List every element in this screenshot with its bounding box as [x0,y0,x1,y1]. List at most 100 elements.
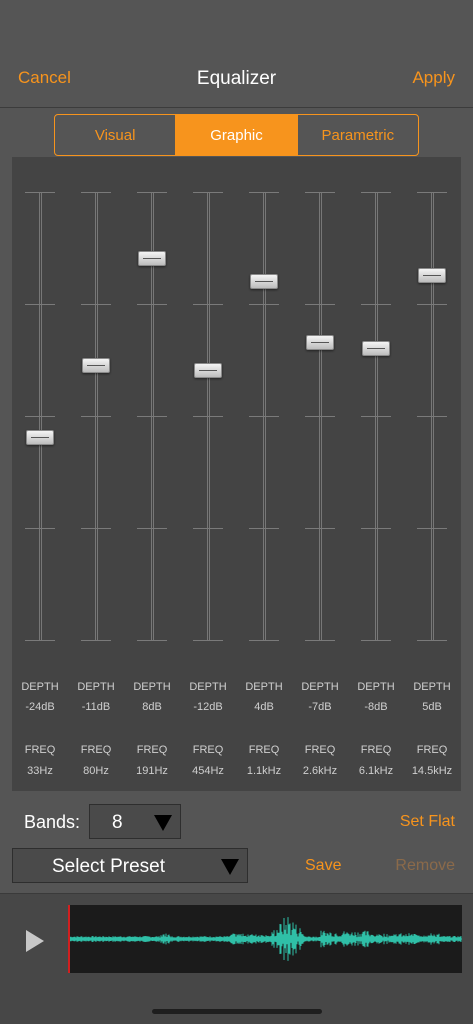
apply-button[interactable]: Apply [412,68,455,87]
slider-tick [417,640,447,641]
slider-knob[interactable] [418,268,446,283]
play-icon[interactable] [26,930,44,952]
slider-tick [193,528,223,529]
slider-tick [361,640,391,641]
slider-tick [417,192,447,193]
depth-heading: DEPTH [357,681,395,693]
slider-tick [137,528,167,529]
slider-tick [25,528,55,529]
slider-tick [137,416,167,417]
save-button[interactable]: Save [305,857,342,874]
depth-value: 8dB [142,701,162,713]
tab-parametric[interactable]: Parametric [321,126,395,144]
nav-header: Cancel Equalizer Apply [0,0,473,108]
slider-tick [25,640,55,641]
freq-heading: FREQ [80,744,112,756]
slider-tick [25,304,55,305]
remove-button[interactable]: Remove [395,857,455,874]
depth-value: 5dB [422,701,442,713]
slider-tick [361,304,391,305]
eq-band: DEPTH -12dB FREQ 454Hz [180,157,236,791]
slider-tick [361,416,391,417]
freq-value: 454Hz [192,765,224,777]
tab-visual[interactable]: Visual [55,115,177,155]
freq-value: 80Hz [83,765,109,777]
freq-heading: FREQ [304,744,336,756]
slider-tick [305,640,335,641]
slider-tick [249,304,279,305]
freq-value: 1.1kHz [246,765,282,777]
depth-value: 4dB [254,701,274,713]
slider-tick [305,528,335,529]
depth-value: -8dB [364,701,388,713]
waveform[interactable] [68,905,462,973]
freq-value: 14.5kHz [411,765,453,777]
slider-knob[interactable] [82,357,110,373]
freq-value: 33Hz [27,765,53,777]
preset-label: Select Preset [52,856,165,877]
slider-tick [81,640,111,641]
slider-knob[interactable] [26,430,54,446]
slider-tick [193,640,223,641]
depth-value: -24dB [25,701,55,713]
freq-heading: FREQ [360,744,392,756]
slider-tick [249,192,279,193]
set-flat-button[interactable]: Set Flat [399,813,455,830]
freq-value: 191Hz [136,765,168,777]
slider-tick [249,416,279,417]
tab-graphic[interactable]: Graphic [176,115,298,155]
page-title: Equalizer [196,68,277,89]
dropdown-arrow-icon [154,815,172,831]
slider-tick [81,416,111,417]
slider-tick [361,528,391,529]
depth-heading: DEPTH [301,681,339,693]
eq-band: DEPTH -8dB FREQ 6.1kHz [348,157,404,791]
eq-band: DEPTH -24dB FREQ 33Hz [12,157,68,791]
slider-tick [81,192,111,193]
mode-segmented-control: Visual Graphic Parametric [54,114,419,156]
eq-band: DEPTH 5dB FREQ 14.5kHz [404,157,460,791]
slider-tick [81,304,111,305]
freq-heading: FREQ [416,744,448,756]
eq-band: DEPTH 8dB FREQ 191Hz [124,157,180,791]
cancel-button[interactable]: Cancel [18,68,71,87]
preset-dropdown[interactable]: Select Preset [12,848,248,883]
depth-heading: DEPTH [189,681,227,693]
depth-heading: DEPTH [77,681,115,693]
slider-tick [193,304,223,305]
freq-heading: FREQ [24,744,56,756]
freq-heading: FREQ [136,744,168,756]
slider-knob[interactable] [250,273,278,289]
slider-tick [249,640,279,641]
slider-tick [81,528,111,529]
slider-knob[interactable] [194,363,222,379]
slider-tick [193,416,223,417]
freq-heading: FREQ [192,744,224,756]
eq-band: DEPTH -11dB FREQ 80Hz [68,157,124,791]
slider-tick [417,528,447,529]
freq-heading: FREQ [248,744,280,756]
slider-tick [417,416,447,417]
depth-heading: DEPTH [133,681,171,693]
slider-tick [137,640,167,641]
freq-value: 6.1kHz [358,765,394,777]
slider-tick [25,192,55,193]
slider-tick [137,192,167,193]
waveform-graphic [69,917,462,961]
bands-dropdown[interactable]: 8 [89,804,181,839]
eq-band: DEPTH 4dB FREQ 1.1kHz [236,157,292,791]
slider-knob[interactable] [362,340,390,356]
bands-value: 8 [112,812,123,833]
home-indicator [152,1009,322,1014]
depth-heading: DEPTH [21,681,59,693]
bands-label: Bands: [24,812,81,832]
eq-panel: DEPTH -24dB FREQ 33Hz DEPTH -11dB FREQ 80Hz DEPT… [12,157,461,791]
audio-player [0,893,473,1024]
slider-tick [193,192,223,193]
freq-value: 2.6kHz [302,765,338,777]
slider-tick [305,416,335,417]
slider-tick [417,304,447,305]
slider-knob[interactable] [138,251,166,267]
slider-knob[interactable] [306,335,334,351]
slider-tick [137,304,167,305]
